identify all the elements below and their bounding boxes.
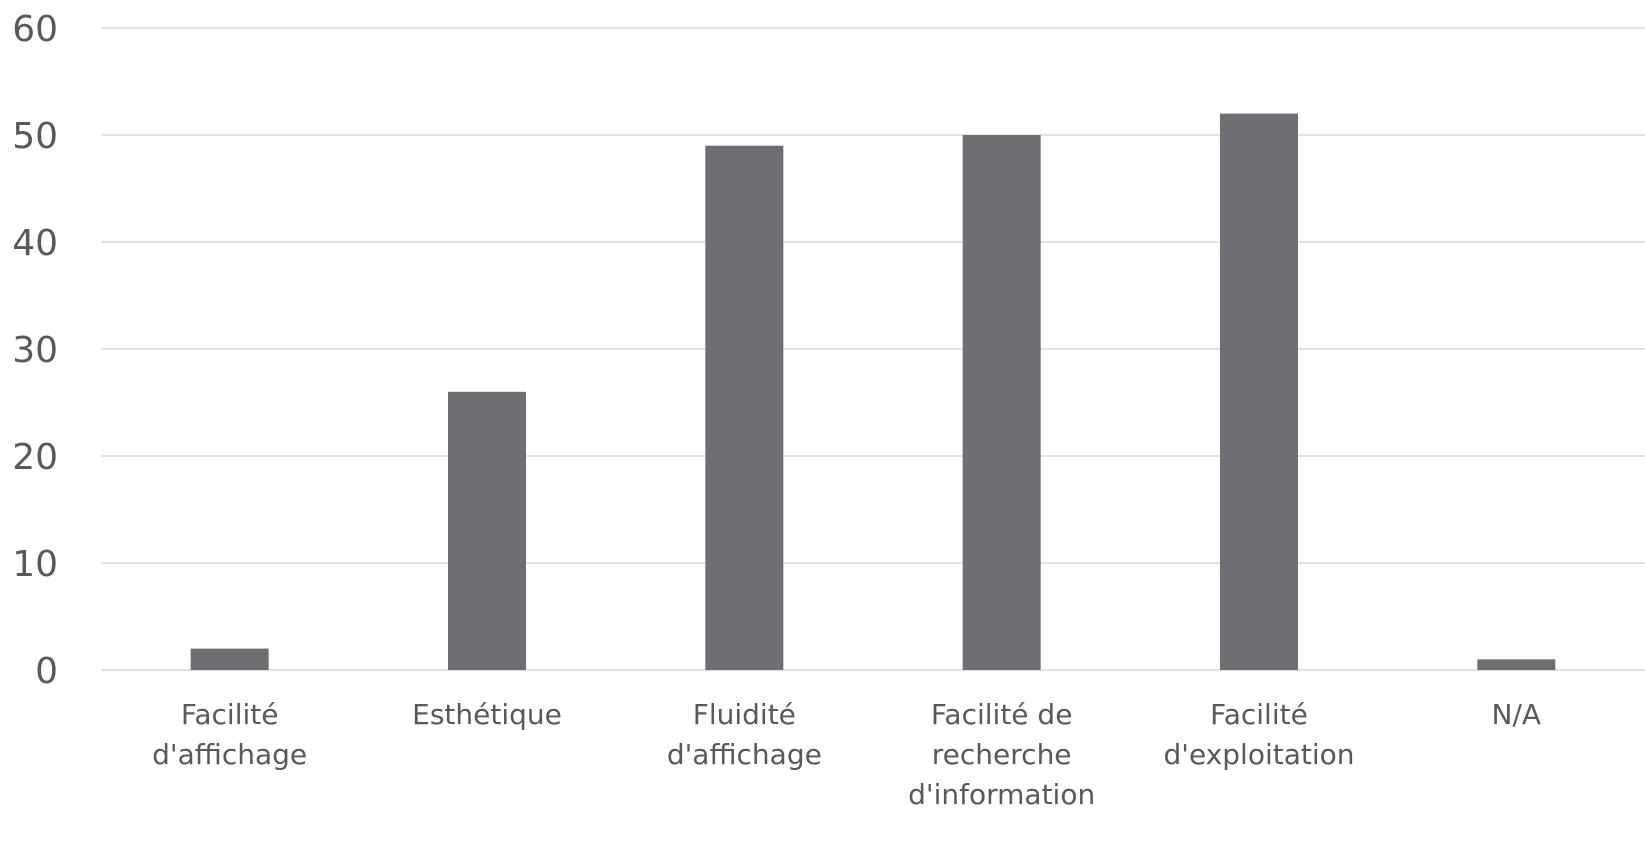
y-tick-label: 50 [12,116,58,157]
bar [962,135,1041,670]
x-tick-label: Facilité d'affichage [152,698,307,771]
bar [1477,659,1556,670]
y-tick-label: 10 [12,544,58,585]
bar [705,145,784,670]
y-axis-ticks: 0 10 20 30 40 50 60 [12,9,58,692]
x-tick-label: N/A [1492,698,1542,731]
y-tick-label: 40 [12,223,58,264]
y-tick-label: 30 [12,330,58,371]
bar [1220,113,1298,671]
x-tick-label: Facilité de recherche d'information [908,698,1095,811]
x-tick-label: Esthétique [412,698,562,731]
x-tick-label: Fluidité d'affichage [667,698,822,771]
grid-layer [101,27,1645,671]
x-tick-label: Facilité d'exploitation [1163,698,1354,771]
bar [190,648,269,670]
bars-layer [190,113,1556,671]
x-axis-ticks: Facilité d'affichage Esthétique Fluidité d'a… [152,698,1541,811]
bar [448,391,526,670]
y-tick-label: 0 [35,651,58,692]
y-tick-label: 20 [12,437,58,478]
y-tick-label: 60 [12,9,58,50]
